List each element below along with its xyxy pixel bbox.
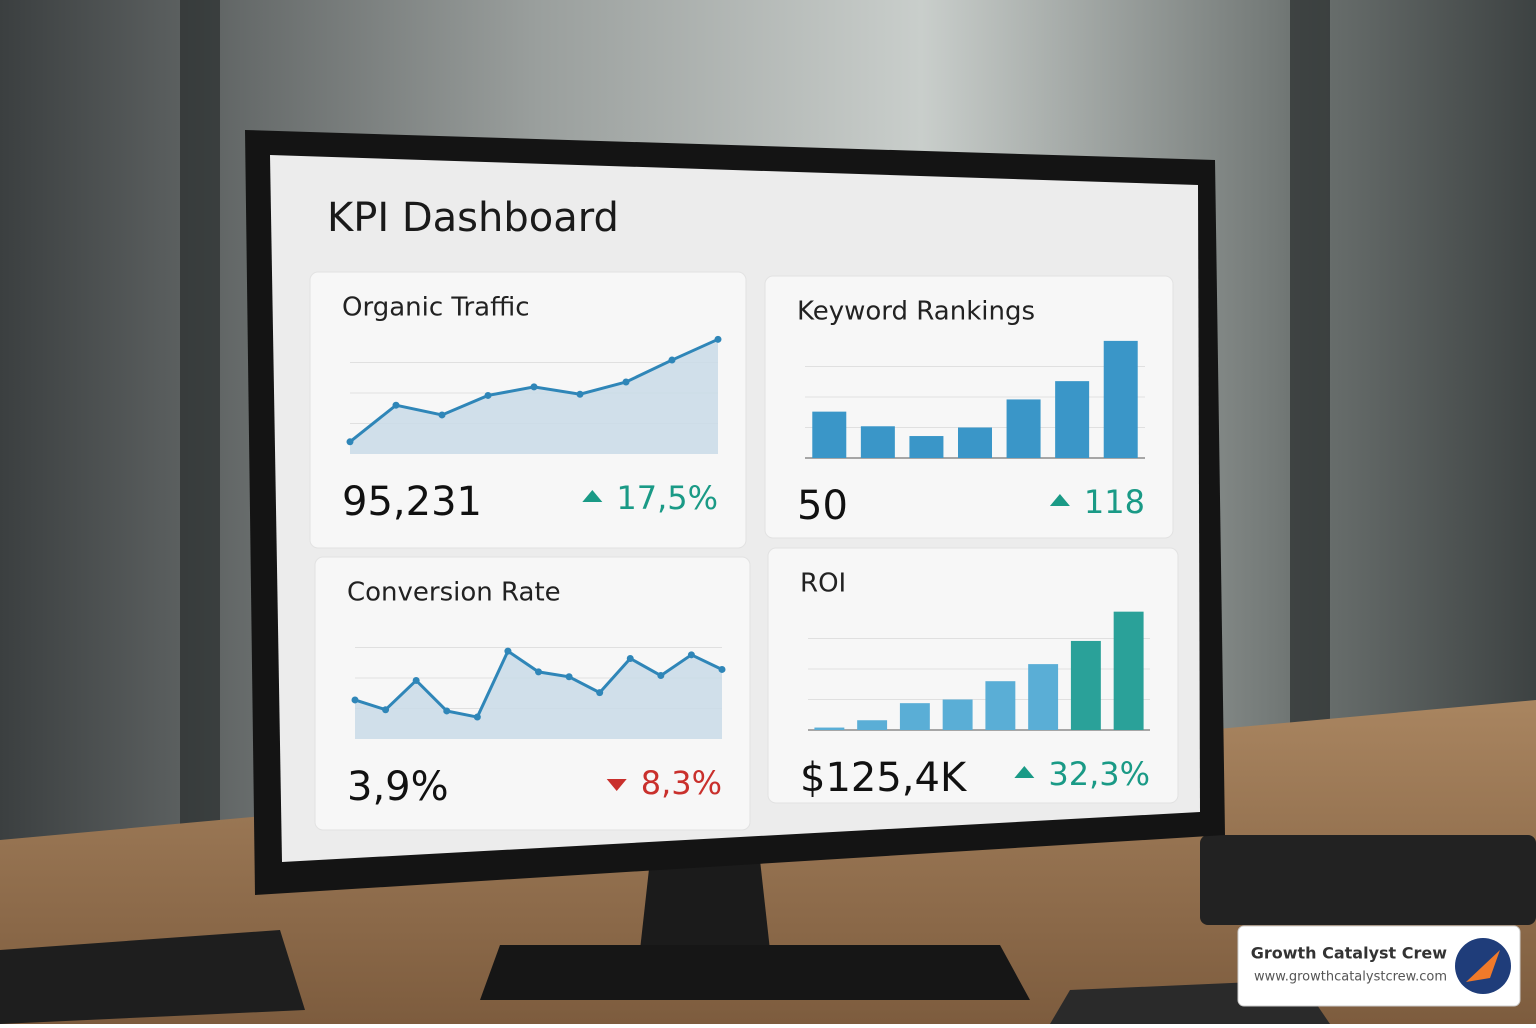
bar (985, 681, 1016, 730)
point (687, 651, 695, 659)
point (622, 378, 630, 386)
point (718, 665, 726, 673)
monitor-neck (640, 860, 770, 950)
kpi-value: $125,4K (800, 755, 968, 801)
trend-arrow (1014, 766, 1035, 778)
window-frame (1290, 0, 1330, 760)
kpi-change: 118 (1084, 483, 1145, 521)
card-title: Conversion Rate (347, 578, 561, 608)
point (473, 713, 481, 721)
kpi-value: 3,9% (347, 764, 449, 810)
window-frame (180, 0, 220, 860)
bar (1103, 340, 1138, 458)
point (382, 706, 390, 714)
point (443, 707, 451, 715)
point (596, 689, 604, 697)
point (351, 696, 359, 704)
card-title: ROI (800, 569, 846, 599)
point (714, 335, 722, 343)
trend-arrow (606, 779, 627, 791)
point (576, 390, 584, 398)
bar (942, 699, 973, 730)
point (392, 401, 400, 409)
kpi-change: 8,3% (641, 764, 722, 802)
bar (1028, 664, 1059, 730)
bar (814, 727, 845, 730)
bar (812, 411, 847, 458)
watermark-logo-rocket (1466, 950, 1500, 982)
bar (1113, 611, 1144, 730)
point (565, 673, 573, 681)
point (657, 672, 665, 680)
watermark-name: Growth Catalyst Crew (1251, 944, 1448, 963)
point (438, 411, 446, 419)
trend-arrow (1049, 494, 1070, 506)
monitor-stand (480, 945, 1030, 1000)
bar (899, 703, 930, 730)
bar (1070, 640, 1101, 730)
point (626, 654, 634, 662)
point (530, 383, 538, 391)
bar (1055, 381, 1090, 458)
point (504, 647, 512, 655)
bar (860, 426, 895, 458)
dashboard-title: KPI Dashboard (327, 195, 619, 241)
point (668, 356, 676, 364)
point (484, 391, 492, 399)
watermark-url: www.growthcatalystcrew.com (1254, 970, 1447, 985)
bar (857, 720, 888, 730)
kpi-card (764, 275, 1174, 539)
bar (909, 436, 944, 458)
kpi-value: 95,231 (342, 479, 482, 525)
bar (1006, 399, 1041, 458)
notebook (0, 930, 305, 1024)
point (346, 438, 354, 446)
watermark-box (1237, 925, 1521, 1007)
trend-arrow (582, 490, 603, 502)
kpi-change: 32,3% (1048, 755, 1150, 793)
card-title: Organic Traffic (342, 293, 530, 323)
notebook (1200, 835, 1536, 925)
kpi-value: 50 (797, 483, 848, 529)
bar (958, 427, 992, 458)
area (350, 339, 718, 454)
area (355, 651, 722, 739)
point (535, 668, 542, 676)
kpi-card (767, 547, 1179, 804)
kpi-change: 17,5% (616, 479, 718, 517)
point (412, 676, 420, 684)
card-title: Keyword Rankings (797, 297, 1035, 327)
